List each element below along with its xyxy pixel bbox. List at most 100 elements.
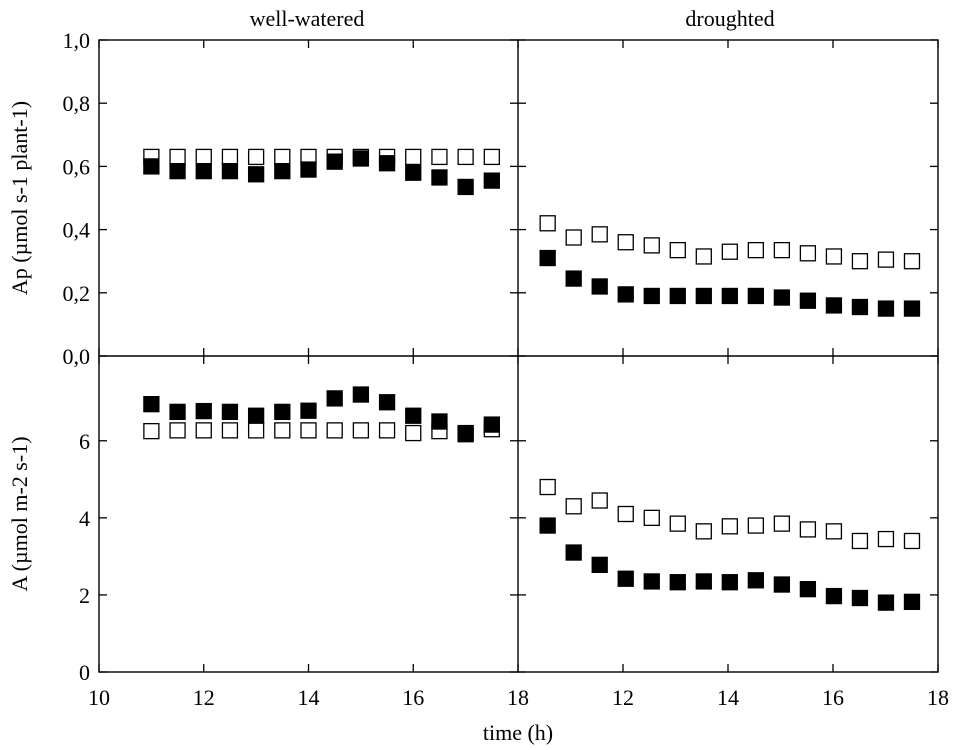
open-square-point — [773, 515, 791, 532]
open-square-point — [143, 422, 160, 440]
x-tick-label: 16 — [402, 685, 424, 710]
filled-square-point — [669, 574, 686, 591]
open-square-point — [539, 478, 556, 496]
open-square-point — [669, 515, 686, 532]
filled-square-point — [326, 390, 343, 407]
filled-square-point — [326, 153, 343, 170]
filled-square-point — [643, 573, 660, 590]
filled-square-point — [591, 278, 608, 295]
filled-square-point — [143, 396, 160, 413]
filled-square-point — [851, 589, 869, 607]
filled-square-point — [669, 287, 686, 305]
open-square-point — [799, 245, 817, 262]
x-tick-label: 18 — [927, 685, 949, 710]
open-square-point — [405, 424, 422, 442]
open-square-point — [617, 234, 634, 251]
filled-square-point — [903, 300, 921, 317]
open-square-point — [539, 215, 556, 232]
filled-square-point — [591, 556, 608, 574]
filled-square-point — [169, 403, 186, 421]
y-tick-label: 0,6 — [63, 154, 91, 179]
panel-title-left: well-watered — [250, 6, 365, 31]
open-square-point — [247, 148, 265, 166]
open-square-point — [221, 148, 239, 166]
filled-square-point — [773, 576, 791, 593]
y-tick-label: 6 — [79, 429, 90, 454]
open-square-point — [643, 237, 660, 254]
filled-square-point — [617, 570, 634, 587]
open-square-point — [851, 253, 869, 270]
open-square-point — [483, 148, 500, 166]
open-square-point — [877, 530, 895, 548]
open-square-point — [169, 422, 186, 439]
filled-square-point — [274, 403, 291, 421]
filled-square-point — [825, 587, 843, 605]
filled-square-point — [877, 300, 895, 317]
marker-layer — [143, 148, 921, 611]
filled-square-point — [431, 413, 448, 430]
open-square-point — [300, 422, 317, 439]
x-tick-label: 12 — [193, 685, 215, 710]
open-square-point — [274, 422, 291, 439]
y-axis-title-top: Ap (µmol s-1 plant-1) — [7, 101, 32, 295]
filled-square-point — [825, 297, 843, 314]
open-square-point — [565, 498, 582, 515]
filled-square-point — [851, 298, 869, 316]
filled-square-point — [483, 172, 500, 189]
open-square-point — [747, 517, 764, 534]
y-tick-label: 1,0 — [63, 28, 91, 53]
open-square-point — [617, 505, 634, 523]
filled-square-point — [695, 573, 712, 590]
panel-title-right: droughted — [685, 6, 774, 31]
filled-square-point — [565, 270, 582, 287]
open-square-point — [799, 521, 817, 538]
open-square-point — [825, 523, 843, 540]
filled-square-point — [457, 178, 474, 196]
open-square-point — [695, 248, 712, 265]
x-axis-title: time (h) — [483, 720, 553, 745]
x-tick-label: 16 — [822, 685, 844, 710]
filled-square-point — [247, 166, 265, 183]
y-tick-label: 0,2 — [63, 281, 91, 306]
open-square-point — [773, 241, 791, 259]
filled-square-point — [431, 169, 448, 186]
filled-square-point — [539, 517, 556, 534]
tick-label-layer: 10 12 14 16 18 12 14 16 18 0,0 0,2 0,4 0,6 0,8 1,0 0 2 4 6 — [63, 28, 950, 710]
open-square-point — [169, 148, 186, 166]
y-axis-title-bottom: A (µmol m-2 s-1) — [7, 436, 32, 591]
x-tick-label: 14 — [298, 685, 320, 710]
y-tick-label: 2 — [79, 583, 90, 608]
open-square-point — [825, 248, 843, 265]
filled-square-point — [300, 161, 317, 178]
filled-square-point — [352, 150, 370, 167]
open-square-point — [221, 422, 239, 439]
filled-square-point — [457, 426, 474, 443]
open-square-point — [721, 243, 738, 260]
open-square-point — [695, 523, 712, 540]
open-square-point — [274, 148, 291, 166]
x-tick-label: 14 — [717, 685, 739, 710]
open-square-point — [903, 253, 921, 270]
y-tick-label: 0,0 — [63, 344, 91, 369]
filled-square-point — [195, 402, 212, 420]
filled-square-point — [747, 572, 764, 589]
filled-square-point — [773, 289, 791, 306]
x-tick-label: 18 — [507, 685, 529, 710]
filled-square-point — [483, 416, 500, 433]
filled-square-point — [799, 292, 817, 309]
filled-square-point — [221, 403, 239, 421]
open-square-point — [247, 422, 265, 439]
filled-square-point — [247, 407, 265, 424]
x-tick-label: 10 — [88, 685, 110, 710]
y-tick-label: 4 — [79, 506, 90, 531]
open-square-point — [877, 251, 895, 268]
filled-square-point — [799, 580, 817, 598]
filled-square-point — [274, 162, 291, 180]
filled-square-point — [352, 386, 370, 403]
filled-square-point — [539, 249, 556, 267]
open-square-point — [747, 241, 764, 259]
open-square-point — [721, 518, 738, 535]
filled-square-point — [565, 544, 582, 561]
filled-square-point — [643, 287, 660, 305]
filled-square-point — [903, 593, 921, 611]
